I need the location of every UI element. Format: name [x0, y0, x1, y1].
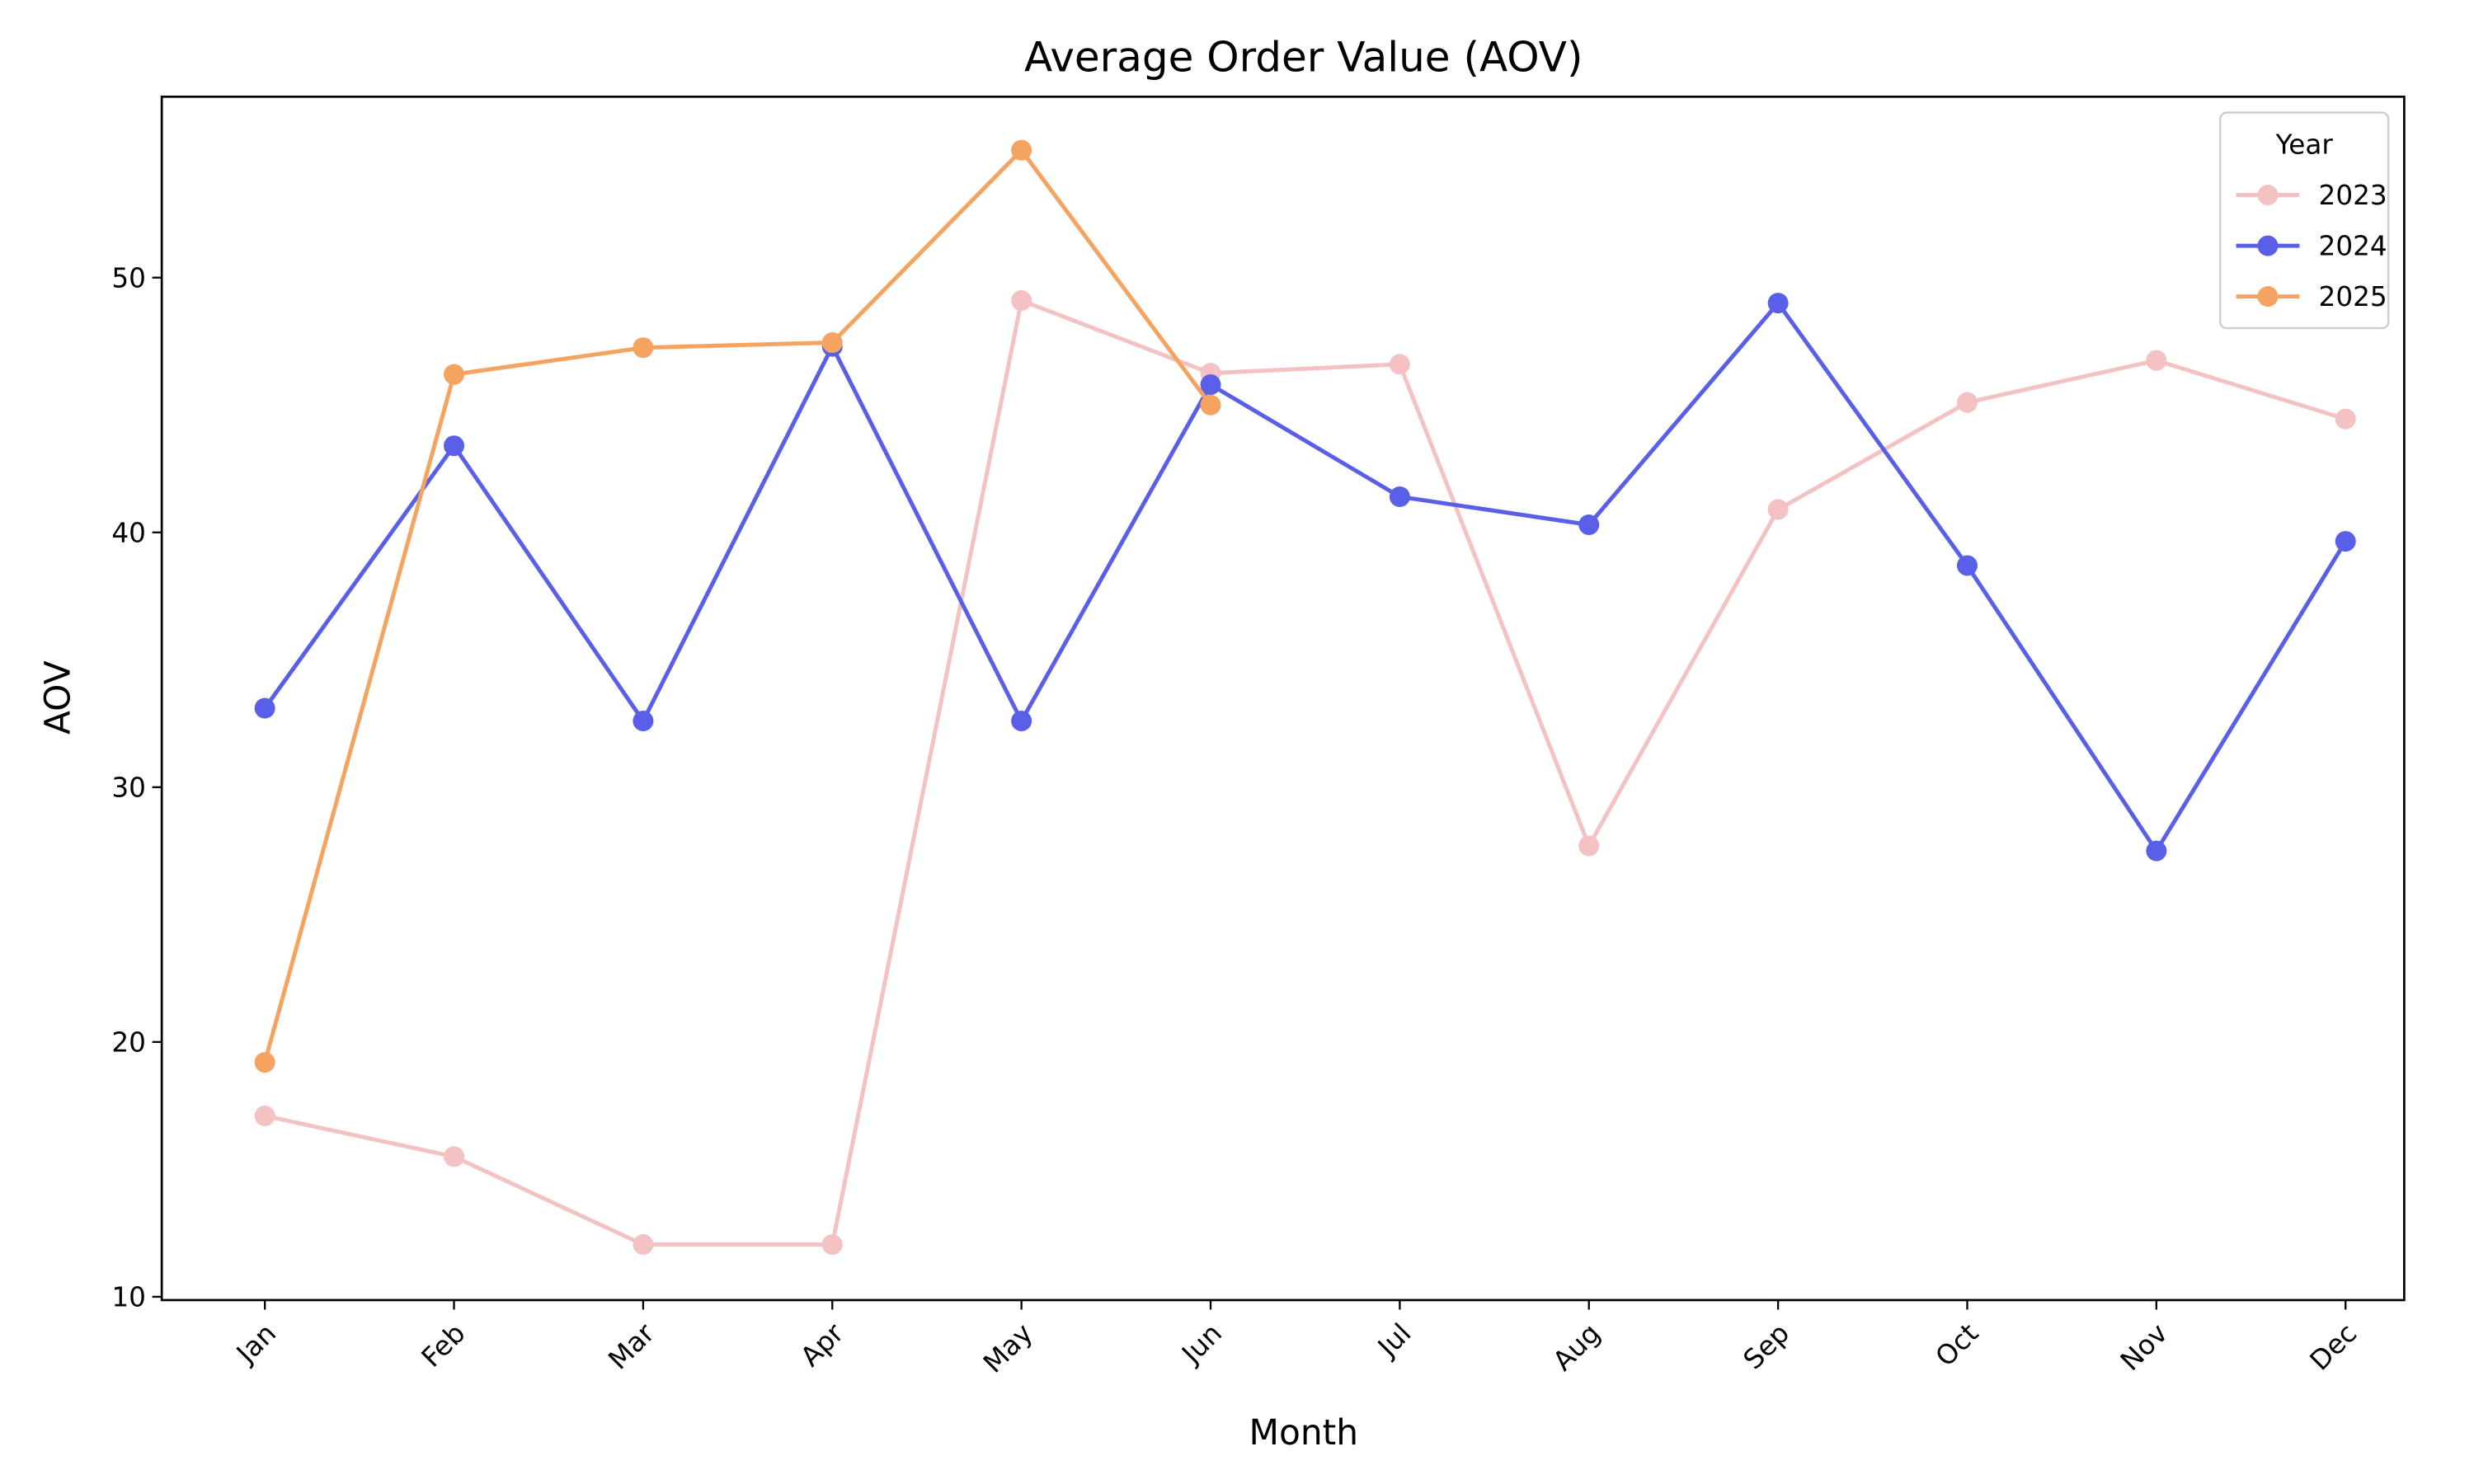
data-point	[1767, 293, 1789, 314]
x-tick-label: Dec	[2304, 1317, 2363, 1377]
data-point	[1200, 374, 1221, 396]
data-point	[1011, 290, 1032, 312]
data-point	[2146, 840, 2167, 862]
series-line	[264, 298, 2346, 1247]
x-tick-label: Jan	[229, 1317, 282, 1370]
x-tick-label: Jul	[1371, 1317, 1417, 1364]
x-tick-label: Feb	[416, 1317, 472, 1374]
data-point	[254, 1105, 275, 1126]
x-tick-label: Oct	[1930, 1317, 1985, 1373]
y-axis-label: AOV	[38, 660, 78, 735]
legend-title: Year	[2275, 129, 2334, 161]
data-point	[254, 697, 275, 719]
data-point	[1767, 499, 1789, 520]
data-point	[1956, 392, 1978, 413]
legend-box	[2219, 111, 2390, 330]
x-tick-label: Sep	[1738, 1317, 1795, 1375]
y-tick-label: 20	[111, 1026, 146, 1058]
data-point	[821, 332, 843, 354]
legend-label: 2024	[2319, 231, 2387, 262]
data-point	[1578, 514, 1600, 536]
data-point	[1956, 555, 1978, 576]
legend-marker	[2257, 286, 2279, 308]
legend-marker	[2257, 185, 2279, 206]
data-point	[1578, 835, 1600, 857]
legend-label: 2025	[2319, 281, 2387, 312]
data-point	[633, 337, 654, 359]
data-point	[1011, 139, 1032, 161]
series-line	[263, 299, 2348, 855]
x-axis-label: Month	[1249, 1412, 1358, 1453]
chart-title: Average Order Value (AOV)	[1024, 34, 1583, 82]
y-tick-label: 10	[111, 1281, 146, 1313]
series-line	[262, 147, 1213, 1064]
data-point	[633, 1234, 654, 1256]
plot-frame	[160, 95, 2406, 1302]
data-point	[1011, 710, 1032, 731]
x-tick-label: Nov	[2114, 1317, 2174, 1377]
legend-label: 2023	[2319, 180, 2387, 211]
data-point	[444, 1146, 465, 1167]
data-point	[444, 435, 465, 457]
y-tick-label: 40	[111, 517, 146, 548]
data-point	[2335, 531, 2356, 552]
x-tick-label: Apr	[794, 1317, 849, 1373]
data-point	[2146, 350, 2167, 371]
legend: Year 2023 2024 2025	[2219, 111, 2390, 330]
x-tick-label: Mar	[602, 1317, 661, 1376]
y-tick-label: 50	[111, 262, 146, 294]
data-point	[821, 1234, 843, 1256]
data-point	[254, 1052, 275, 1073]
x-tick-label: Jun	[1175, 1317, 1228, 1370]
data-point	[633, 710, 654, 731]
y-tick-label: 30	[111, 772, 146, 803]
legend-marker	[2257, 235, 2279, 256]
x-tick-label: May	[977, 1317, 1039, 1379]
x-tick-label: Aug	[1547, 1317, 1606, 1377]
data-point	[1200, 394, 1221, 416]
data-point	[2335, 408, 2356, 430]
data-point	[1389, 486, 1410, 508]
data-point	[1389, 354, 1410, 375]
data-point	[444, 364, 465, 385]
